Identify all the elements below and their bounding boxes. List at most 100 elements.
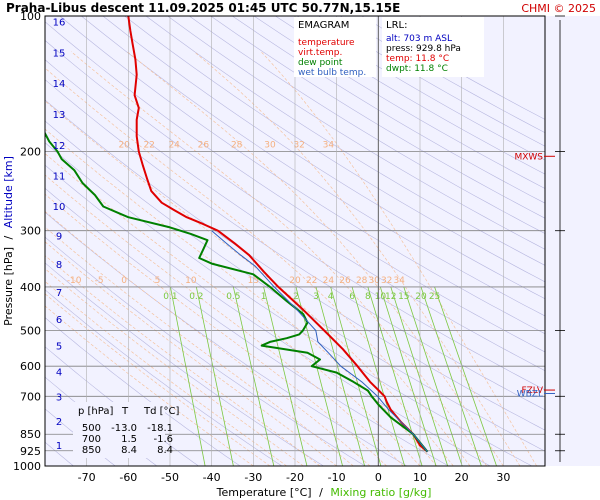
pressure-tick-label: 100 [20,10,41,23]
altitude-tick-label: 8 [56,260,62,271]
legend-item-wet-bulb: wet bulb temp. [298,68,366,78]
moist-adiabat-line [45,268,304,466]
theta-e-label: 32 [293,140,304,150]
dry-adiabat-line [45,79,545,411]
mixing-ratio-label: 2 [293,292,299,302]
altitude-tick-label: 12 [53,141,66,152]
temperature-tick-label: -10 [328,471,346,484]
x-axis-label-separator: / [319,486,323,499]
table-cell: -18.1 [147,423,173,434]
altitude-tick-label: 4 [56,367,62,378]
mixing-ratio-label: 15 [398,292,409,302]
moist-adiabat-line [45,293,271,466]
table-header-t: T [121,406,129,417]
table-cell: 8.4 [157,445,173,456]
mixing-ratio-label: 0.2 [189,292,203,302]
legend-item-dew-point: dew point [298,58,343,68]
x-axis-label: Temperature [°C] / Mixing ratio [g/kg] [216,486,432,499]
dry-adiabat-line [59,16,545,335]
moist-adiabat-line [45,128,437,466]
mixing-ratio-label: 12 [385,292,396,302]
theta-e-label: 24 [168,140,180,150]
moist-adiabat-line [45,210,371,466]
plot-frame [44,15,546,467]
altitude-tick-label: 2 [56,417,62,428]
table-header-p: p [hPa] [78,406,113,417]
theta-e-label: 30 [264,140,276,150]
mixing-ratio-label: 25 [429,292,440,302]
y-axis-label-separator: / [2,235,15,239]
mixing-ratio-label: 0.1 [163,292,177,302]
legend-item-virtual-temp: virt.temp. [298,48,342,58]
altitude-tick-label: 14 [53,79,66,90]
mixing-ratio-label: 3 [313,292,319,302]
moist-adiabat-line [45,153,421,466]
altitude-tick-label: 6 [56,315,62,326]
mixing-ratio-label: 20 [415,292,427,302]
theta-e-label: 10 [185,276,197,286]
table-cell: -1.6 [153,434,173,445]
dry-adiabat-line [45,21,545,353]
mixing-ratio-line [170,286,206,466]
legend-item-temperature: temperature [298,38,355,48]
y-axis-label-pressure: Pressure [hPa] [2,247,15,326]
dry-adiabat-line [102,16,545,300]
pressure-tick-label: 1000 [13,460,41,473]
altitude-tick-label: 10 [53,202,66,213]
level-marker-label: FZLV [521,386,543,396]
theta-e-label: 30 [368,276,380,286]
theta-e-label: 28 [231,140,243,150]
mixing-ratio-line [379,286,437,466]
temperature-tick-label: 20 [455,471,469,484]
lrl-title: LRL: [386,20,407,31]
x-axis-label-mixing: Mixing ratio [g/kg] [330,486,431,499]
pressure-tick-label: 400 [20,281,41,294]
dry-adiabat-line [45,40,545,372]
mixing-ratio-label: 4 [328,292,334,302]
table-cell: 8.4 [121,445,137,456]
pressure-tick-label: 925 [20,445,41,458]
theta-e-label: 34 [393,276,405,286]
theta-e-label: 32 [381,276,392,286]
moist-adiabat-line [45,241,337,466]
chart-title: Praha-Libus descent 11.09.2025 01:45 UTC… [6,1,400,15]
moist-adiabat-line [45,255,321,466]
pressure-tick-label: 700 [20,390,41,403]
altitude-tick-label: 13 [53,110,66,121]
level-marker-label: MXWS [514,152,543,162]
moist-adiabat-line [193,51,521,466]
mixing-ratio-label: 6 [349,292,355,302]
temperature-tick-label: -70 [78,471,96,484]
altitude-tick-label: 15 [53,48,66,59]
mixing-ratio-label: 1 [261,292,267,302]
temperature-tick-label: -20 [286,471,304,484]
theta-e-label: -10 [67,276,82,286]
theta-e-label: 20 [118,140,130,150]
mixing-ratio-line [315,286,366,466]
curve-layer [45,16,429,453]
svg-text:Pressure [hPa] / A: Pressure [hPa] / Altitude [km] [2,156,15,326]
theta-e-label: 22 [306,276,317,286]
theta-e-label: 0 [121,276,127,286]
dry-adiabat-line [45,59,545,391]
legend-box: EMAGRAM temperature virt.temp. dew point… [294,17,376,78]
dry-adiabat-line [124,16,545,283]
pressure-tick-label: 300 [20,225,41,238]
level-marker-label: WBZL [517,389,543,399]
mixing-ratio-line [390,286,449,466]
pressure-tick-label: 200 [20,145,41,158]
temperature-tick-label: 0 [375,471,382,484]
mixing-ratio-label: 0.5 [226,292,240,302]
temperature-tick-label: -30 [244,471,262,484]
series-line-temperature [127,16,429,453]
moist-adiabat-line [260,51,538,466]
dry-adiabat-line [232,16,545,204]
mixing-ratio-label: 8 [365,292,371,302]
wind-panel-background [545,16,600,466]
altitude-tick-label: 3 [56,393,62,404]
y-axis-label-altitude: Altitude [km] [2,156,15,228]
y-axis-label: Pressure [hPa] / Altitude [km] [2,156,15,326]
mixing-ratio-line [330,286,382,466]
x-axis-label-temperature: Temperature [°C] [216,486,312,499]
